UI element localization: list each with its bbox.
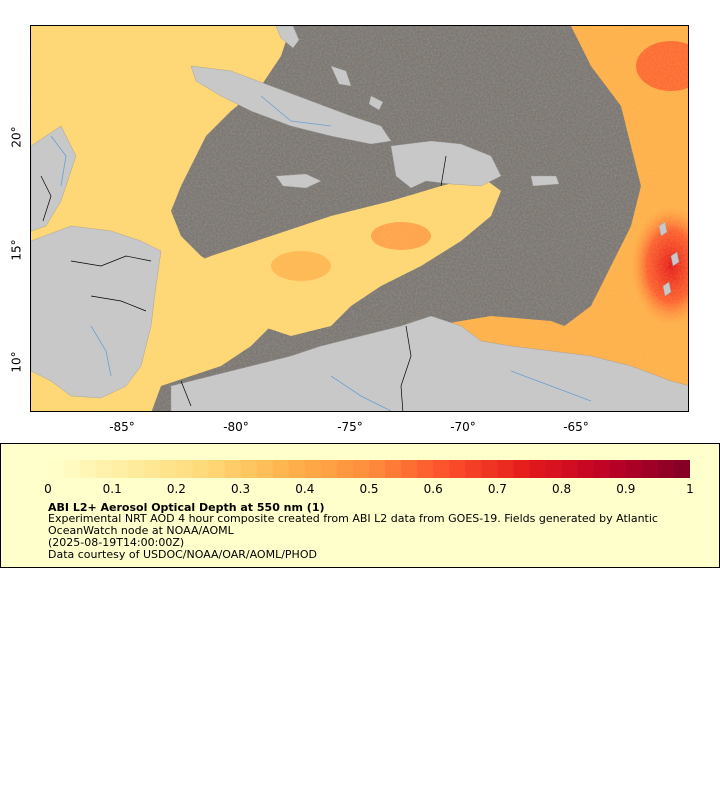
border-line-3 [90,295,147,312]
colorbar-swatch [288,460,306,478]
river-line-5 [90,325,112,377]
colorbar-tick-label: 1 [686,482,694,496]
colorbar-swatch [272,460,290,478]
legend-panel: 0 0.1 0.2 0.3 0.4 0.5 0.6 0.7 0.8 0.9 1 ABI L2+ Ae… [0,443,720,568]
colorbar-tick-label: 0.4 [295,482,315,496]
colorbar-swatch [465,460,482,478]
colorbar-swatch [352,460,370,478]
colorbar-tick-label: 0.1 [102,482,122,496]
x-tick-label: -75° [337,420,363,434]
colorbar-swatch [369,460,386,478]
colorbar-swatch [48,460,65,478]
colorbar-swatch [96,460,113,478]
colorbar-swatch [529,460,547,478]
colorbar-swatch [160,460,177,478]
colorbar-swatch [208,460,226,478]
legend-title: ABI L2+ Aerosol Optical Depth at 550 nm … [48,501,325,514]
colorbar-swatch [481,460,498,478]
land-yucatan [31,125,77,232]
border-line-5 [440,155,447,187]
land-puerto-rico [530,175,560,187]
colorbar-swatch [657,460,675,478]
colorbar-swatch [224,460,242,478]
rivers [50,95,592,411]
land-cuba [190,65,392,145]
colorbar-swatch [593,460,611,478]
colorbar-swatch [433,460,450,478]
colorbar-tick-label: 0.9 [616,482,636,496]
land-bahamas [330,65,384,111]
colorbar-tick-label: 0 [44,482,52,496]
y-tick-label: 20° [9,126,24,148]
land-hispaniola [390,140,502,189]
river-line-1 [50,135,67,187]
border-line-4 [400,325,412,411]
land-south-america [170,315,688,411]
colorbar-swatch [144,460,161,478]
aod-map [30,25,689,412]
legend-credit: Data courtesy of USDOC/NOAA/OAR/AOML/PHO… [48,548,317,561]
colorbar-tick-label: 0.8 [552,482,572,496]
y-tick-label: 10° [9,351,24,373]
x-tick-label: -70° [450,420,476,434]
map-canvas [31,26,688,411]
colorbar-swatch [513,460,530,478]
colorbar-swatch [112,460,129,478]
colorbar-swatch [577,460,595,478]
colorbar-swatch [256,460,274,478]
x-tick-label: -80° [223,420,249,434]
colorbar-swatch [561,460,579,478]
border-line-6 [180,380,192,407]
colorbar-swatch [304,460,322,478]
border-line-2 [70,255,152,267]
colorbar-swatch [192,460,209,478]
land-jamaica [275,173,322,189]
colorbar-tick-label: 0.7 [487,482,507,496]
colorbar-swatch [401,460,418,478]
colorbar-swatch [449,460,466,478]
colorbar-tick-label: 0.6 [423,482,443,496]
x-tick-label: -85° [109,420,135,434]
land-masses [31,26,688,411]
colorbar-swatch [176,460,193,478]
colorbar-swatch [64,460,81,478]
colorbar [48,460,690,478]
land-central-america [31,225,162,399]
colorbar-swatch [80,460,97,478]
colorbar-swatch [385,460,402,478]
land-florida [275,26,300,49]
border-line-1 [40,175,52,222]
y-tick-label: 15° [9,239,24,261]
colorbar-swatch [625,460,643,478]
colorbar-swatch [320,460,338,478]
legend-description: Experimental NRT AOD 4 hour composite cr… [48,512,658,537]
land-lesser-antilles [658,221,680,297]
colorbar-swatch [417,460,434,478]
river-line-3 [330,375,392,411]
river-line-4 [510,370,592,402]
colorbar-swatch [497,460,514,478]
colorbar-swatch [641,460,659,478]
colorbar-tick-label: 0.2 [166,482,186,496]
river-line-2 [260,95,332,127]
colorbar-tick-label: 0.3 [231,482,251,496]
legend-timestamp: (2025-08-19T14:00:00Z) [48,536,185,549]
colorbar-swatch [240,460,258,478]
colorbar-swatch [609,460,627,478]
country-borders [40,155,447,411]
colorbar-swatch [673,460,690,478]
colorbar-tick-label: 0.5 [359,482,379,496]
legend-description-block: Experimental NRT AOD 4 hour composite cr… [48,513,688,561]
x-tick-label: -65° [563,420,589,434]
colorbar-swatch [128,460,145,478]
colorbar-swatch [545,460,563,478]
colorbar-swatch [336,460,354,478]
